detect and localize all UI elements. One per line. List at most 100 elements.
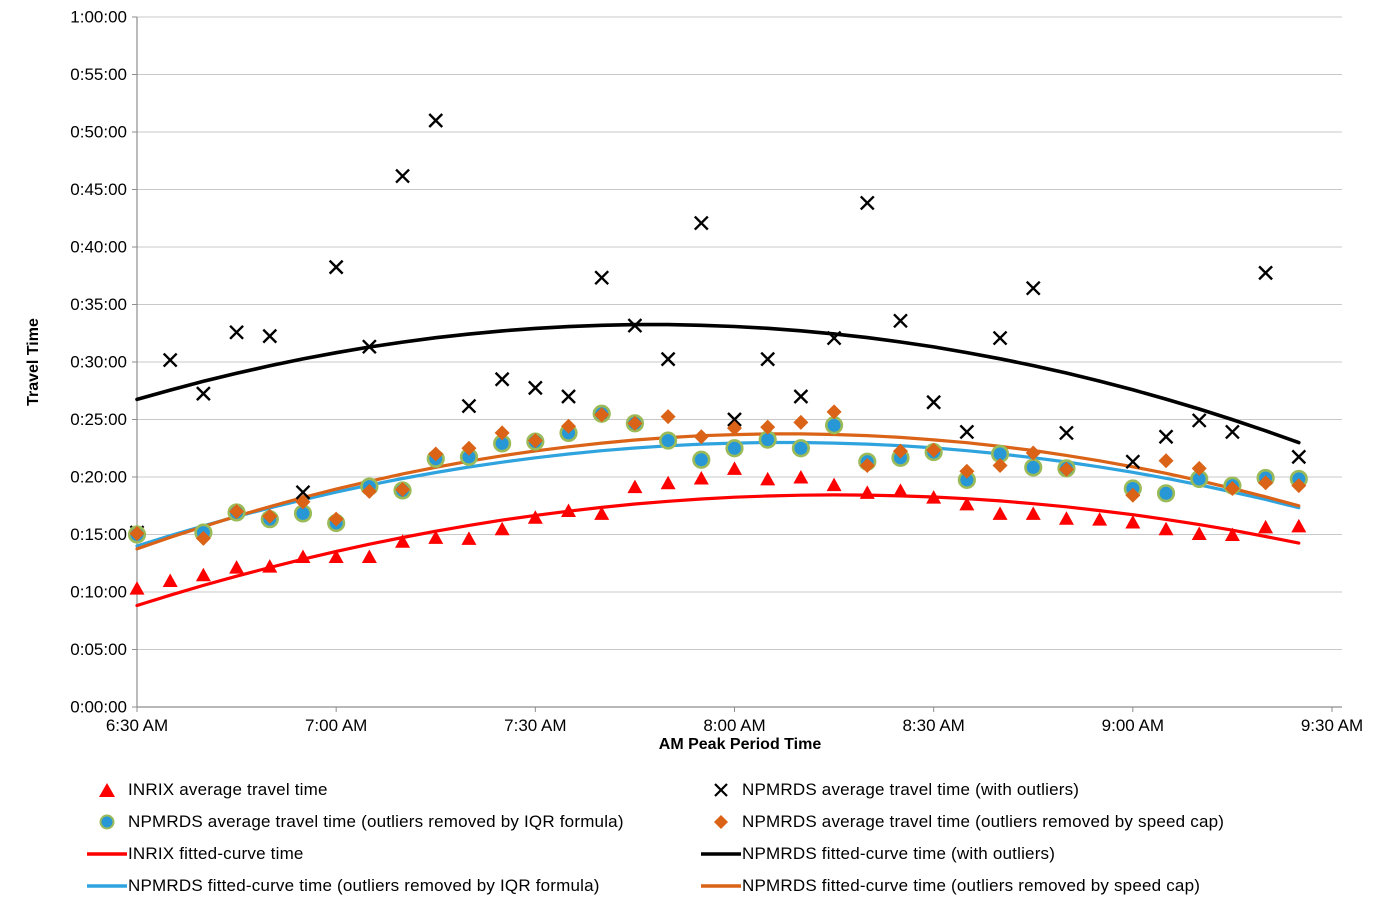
diamond-marker bbox=[328, 511, 344, 527]
y-tick-label: 0:40:00 bbox=[70, 238, 127, 257]
triangle-marker bbox=[1291, 518, 1307, 533]
triangle-marker bbox=[1224, 527, 1240, 541]
legend-label: NPMRDS average travel time (outliers rem… bbox=[128, 812, 624, 831]
x-tick-label: 7:30 AM bbox=[504, 716, 566, 735]
x-marker bbox=[1291, 449, 1307, 465]
triangle-marker bbox=[1158, 521, 1174, 536]
x-marker bbox=[660, 351, 676, 367]
y-tick-label: 0:25:00 bbox=[70, 410, 127, 429]
legend-item-npmrds-average-outliers: NPMRDS average travel time (with outlier… bbox=[700, 777, 1079, 803]
diamond-marker bbox=[992, 458, 1008, 473]
diamond-marker bbox=[727, 420, 742, 436]
diamond-marker bbox=[627, 415, 643, 431]
triangle-marker bbox=[959, 496, 975, 511]
x-marker bbox=[992, 330, 1008, 346]
legend-label: NPMRDS fitted-curve time (outliers remov… bbox=[742, 876, 1201, 895]
x-marker bbox=[760, 351, 776, 367]
diamond-marker bbox=[1158, 453, 1174, 469]
triangle-marker bbox=[494, 521, 510, 536]
circle-marker bbox=[659, 431, 678, 450]
x-marker bbox=[196, 386, 211, 401]
x-marker bbox=[826, 330, 842, 346]
triangle-marker bbox=[527, 510, 543, 524]
diamond-marker bbox=[660, 409, 676, 425]
series-inrix-average bbox=[129, 461, 1307, 595]
x-marker bbox=[494, 371, 510, 387]
y-tick-label: 0:45:00 bbox=[70, 180, 127, 199]
x-marker bbox=[295, 484, 311, 500]
y-tick-label: 0:00:00 bbox=[70, 698, 127, 717]
blue-line-icon bbox=[86, 882, 128, 890]
diamond-marker bbox=[793, 414, 809, 430]
circle-marker-icon bbox=[86, 812, 128, 832]
diamond-marker bbox=[1258, 475, 1274, 491]
triangle-marker bbox=[760, 471, 776, 486]
triangle-marker bbox=[361, 549, 377, 564]
x-marker bbox=[594, 270, 610, 286]
series-inrix-fitted bbox=[135, 493, 1301, 608]
diamond-marker bbox=[561, 418, 577, 434]
triangle-marker bbox=[859, 485, 875, 499]
diamond-marker bbox=[760, 419, 776, 435]
y-tick-label: 0:50:00 bbox=[70, 123, 127, 142]
diamond-marker bbox=[1224, 481, 1240, 496]
circle-marker bbox=[692, 450, 711, 469]
x-marker bbox=[229, 324, 244, 340]
x-marker bbox=[1125, 454, 1141, 470]
x-tick-label: 9:30 AM bbox=[1301, 716, 1363, 735]
series-npmrds-fitted-with-outliers bbox=[135, 322, 1301, 445]
x-marker bbox=[959, 424, 975, 440]
fitted-curve bbox=[135, 322, 1301, 445]
legend-item-inrix-average: INRIX average travel time bbox=[86, 777, 328, 803]
x-axis-title: AM Peak Period Time bbox=[659, 736, 822, 753]
x-marker-icon bbox=[700, 781, 742, 799]
orange-line-icon bbox=[700, 882, 742, 890]
diamond-marker bbox=[195, 530, 211, 546]
triangle-marker bbox=[1092, 512, 1108, 526]
legend-label: NPMRDS fitted-curve time (outliers remov… bbox=[128, 876, 600, 895]
legend-item-npmrds-fitted-speedcap: NPMRDS fitted-curve time (outliers remov… bbox=[700, 873, 1200, 899]
legend-item-npmrds-average-speedcap: NPMRDS average travel time (outliers rem… bbox=[700, 809, 1224, 835]
triangle-marker bbox=[926, 490, 942, 504]
x-marker bbox=[793, 389, 809, 404]
y-tick-label: 0:15:00 bbox=[70, 525, 127, 544]
diamond-marker bbox=[494, 425, 510, 441]
x-marker bbox=[262, 328, 278, 344]
x-marker bbox=[926, 394, 942, 410]
series-npmrds-average-speedcap bbox=[129, 404, 1307, 546]
y-tick-label: 0:20:00 bbox=[70, 468, 127, 487]
diamond-marker bbox=[926, 442, 942, 458]
red-line-icon bbox=[86, 850, 128, 858]
x-marker bbox=[1225, 424, 1240, 440]
triangle-marker bbox=[428, 530, 444, 544]
diamond-marker bbox=[229, 504, 245, 519]
diamond-marker bbox=[1058, 461, 1074, 477]
y-tick-label: 0:55:00 bbox=[70, 65, 127, 84]
legend-label: NPMRDS average travel time (with outlier… bbox=[742, 780, 1080, 799]
diamond-marker bbox=[461, 440, 477, 456]
x-marker bbox=[561, 389, 576, 404]
triangle-marker bbox=[826, 477, 842, 492]
series-npmrds-fitted-speedcap bbox=[135, 432, 1301, 551]
diamond-marker bbox=[129, 526, 145, 542]
y-tick-label: 0:30:00 bbox=[70, 353, 127, 372]
x-tick-label: 8:30 AM bbox=[902, 716, 964, 735]
triangle-marker bbox=[195, 567, 211, 582]
legend-label: NPMRDS average travel time (outliers rem… bbox=[742, 812, 1225, 831]
axes bbox=[132, 16, 1342, 712]
legend-item-npmrds-average-iqr: NPMRDS average travel time (outliers rem… bbox=[86, 809, 624, 835]
triangle-marker bbox=[892, 483, 908, 497]
diamond-marker bbox=[1291, 478, 1307, 494]
diamond-marker bbox=[527, 433, 543, 449]
x-marker bbox=[727, 412, 742, 427]
triangle-marker bbox=[594, 506, 610, 520]
triangle-marker bbox=[295, 549, 311, 564]
triangle-marker-icon bbox=[86, 781, 128, 799]
triangle-marker bbox=[693, 470, 709, 485]
legend-label: NPMRDS fitted-curve time (with outliers) bbox=[742, 844, 1056, 863]
triangle-marker bbox=[328, 549, 344, 564]
triangle-marker bbox=[992, 506, 1008, 520]
x-tick-label: 7:00 AM bbox=[305, 716, 367, 735]
triangle-marker bbox=[561, 503, 577, 518]
